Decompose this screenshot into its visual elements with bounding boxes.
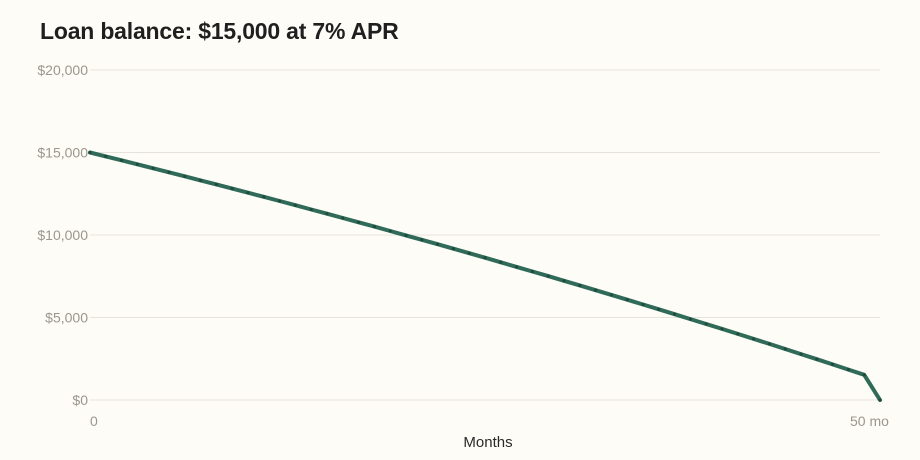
data-point [767, 342, 772, 346]
data-point [641, 302, 645, 307]
data-point [657, 307, 661, 311]
x-tick-label: 50 mo [850, 413, 889, 429]
data-point [704, 322, 708, 326]
data-point [199, 178, 203, 182]
data-point [151, 166, 155, 170]
chart-title: Loan balance: $15,000 at 7% APR [40, 18, 399, 44]
x-tick-label: 0 [90, 413, 98, 429]
data-point [104, 154, 108, 159]
data-point [341, 216, 345, 220]
series-layer [88, 150, 882, 402]
data-point [562, 279, 566, 283]
data-point [546, 274, 550, 278]
y-tick-label: $0 [72, 392, 88, 408]
x-axis-tick-labels: 0 50 mo [90, 413, 889, 429]
data-point [357, 220, 361, 224]
x-axis-title: Months [463, 434, 512, 451]
data-point [167, 170, 171, 174]
gridlines [90, 69, 880, 401]
data-point [88, 150, 92, 155]
data-point [183, 174, 187, 178]
data-point [451, 247, 455, 251]
y-tick-label: $15,000 [37, 145, 88, 161]
data-point [578, 283, 582, 288]
data-point [467, 251, 471, 255]
data-point [404, 233, 408, 237]
data-point [120, 158, 124, 162]
y-tick-label: $5,000 [45, 310, 88, 326]
data-point [815, 357, 819, 361]
data-point [246, 191, 250, 195]
y-tick-label: $20,000 [37, 62, 88, 78]
data-point [230, 186, 234, 191]
series-line-balance [88, 150, 882, 402]
data-point [388, 229, 392, 233]
data-point [736, 332, 740, 336]
data-point [783, 347, 787, 351]
data-point [625, 298, 629, 302]
data-point [688, 317, 693, 321]
data-point [594, 288, 598, 292]
data-point [214, 182, 218, 187]
data-point [609, 293, 614, 297]
data-point [436, 242, 440, 246]
data-point [262, 195, 266, 199]
data-point [309, 207, 313, 212]
data-point [499, 260, 503, 264]
data-point [420, 238, 424, 242]
data-point [530, 269, 535, 274]
data-point [278, 199, 282, 203]
data-point [673, 312, 677, 316]
data-point [878, 398, 882, 402]
data-point [483, 256, 487, 260]
data-point [325, 212, 329, 216]
data-point [293, 203, 297, 207]
data-point [799, 352, 803, 356]
y-tick-label: $10,000 [37, 227, 88, 243]
data-point [135, 162, 139, 166]
data-point [720, 327, 724, 331]
data-point [862, 373, 866, 377]
data-point [752, 337, 756, 341]
data-point [372, 225, 376, 229]
data-point [831, 362, 835, 366]
data-point [846, 367, 851, 372]
y-axis-tick-labels: $0 $5,000 $10,000 $15,000 $20,000 [37, 62, 88, 408]
data-point [515, 265, 519, 269]
